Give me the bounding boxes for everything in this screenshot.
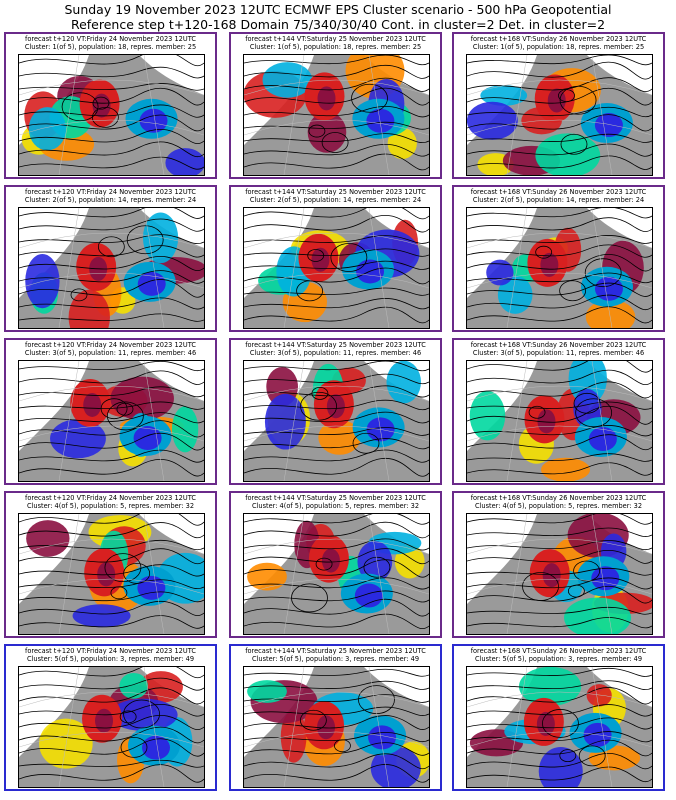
- geopotential-map: [467, 667, 652, 787]
- panel-cluster-info: Cluster: 3(of 5), population: 11, repres…: [24, 349, 197, 357]
- map-frame: [243, 666, 430, 788]
- panel-caption: forecast t+120 VT:Friday 24 November 202…: [6, 494, 215, 510]
- panel-caption: forecast t+168 VT:Sunday 26 November 202…: [454, 35, 663, 51]
- panel-cluster-info: Cluster: 2(of 5), population: 14, repres…: [249, 196, 422, 204]
- panel-forecast-time: forecast t+168 VT:Sunday 26 November 202…: [470, 647, 647, 655]
- panel-forecast-time: forecast t+168 VT:Sunday 26 November 202…: [470, 494, 647, 502]
- panel-caption: forecast t+144 VT:Saturday 25 November 2…: [231, 35, 440, 51]
- panel-caption: forecast t+144 VT:Saturday 25 November 2…: [231, 188, 440, 204]
- cluster-panel: forecast t+120 VT:Friday 24 November 202…: [4, 338, 217, 485]
- geopotential-map: [19, 361, 204, 481]
- panel-caption: forecast t+120 VT:Friday 24 November 202…: [6, 647, 215, 663]
- panel-forecast-time: forecast t+144 VT:Saturday 25 November 2…: [245, 647, 426, 655]
- map-frame: [18, 360, 205, 482]
- cluster-panel: forecast t+120 VT:Friday 24 November 202…: [4, 644, 217, 791]
- panel-cluster-info: Cluster: 4(of 5), population: 5, repres.…: [251, 502, 420, 510]
- map-frame: [466, 207, 653, 329]
- panel-forecast-time: forecast t+120 VT:Friday 24 November 202…: [25, 35, 196, 43]
- geopotential-map: [244, 361, 429, 481]
- panel-caption: forecast t+120 VT:Friday 24 November 202…: [6, 35, 215, 51]
- geopotential-map: [244, 667, 429, 787]
- geopotential-map: [19, 208, 204, 328]
- panel-forecast-time: forecast t+120 VT:Friday 24 November 202…: [25, 188, 196, 196]
- map-frame: [243, 54, 430, 176]
- cluster-panel: forecast t+144 VT:Saturday 25 November 2…: [229, 338, 442, 485]
- cluster-panel: forecast t+168 VT:Sunday 26 November 202…: [452, 185, 665, 332]
- cluster-panel: forecast t+144 VT:Saturday 25 November 2…: [229, 491, 442, 638]
- panel-forecast-time: forecast t+168 VT:Sunday 26 November 202…: [470, 341, 647, 349]
- title-line-1: Sunday 19 November 2023 12UTC ECMWF EPS …: [64, 2, 612, 17]
- panel-cluster-info: Cluster: 5(of 5), population: 3, repres.…: [26, 655, 195, 663]
- panel-cluster-info: Cluster: 5(of 5), population: 3, repres.…: [251, 655, 420, 663]
- panel-cluster-info: Cluster: 5(of 5), population: 3, repres.…: [474, 655, 643, 663]
- cluster-panel-grid: forecast t+120 VT:Friday 24 November 202…: [4, 32, 672, 798]
- panel-forecast-time: forecast t+168 VT:Sunday 26 November 202…: [470, 35, 647, 43]
- cluster-panel: forecast t+168 VT:Sunday 26 November 202…: [452, 338, 665, 485]
- geopotential-map: [467, 55, 652, 175]
- panel-forecast-time: forecast t+144 VT:Saturday 25 November 2…: [245, 341, 426, 349]
- panel-forecast-time: forecast t+120 VT:Friday 24 November 202…: [25, 647, 196, 655]
- geopotential-map: [244, 55, 429, 175]
- geopotential-map: [244, 208, 429, 328]
- panel-cluster-info: Cluster: 1(of 5), population: 18, repres…: [249, 43, 422, 51]
- map-frame: [18, 513, 205, 635]
- panel-caption: forecast t+168 VT:Sunday 26 November 202…: [454, 647, 663, 663]
- panel-cluster-info: Cluster: 4(of 5), population: 5, repres.…: [26, 502, 195, 510]
- map-frame: [243, 207, 430, 329]
- cluster-panel: forecast t+168 VT:Sunday 26 November 202…: [452, 32, 665, 179]
- panel-caption: forecast t+168 VT:Sunday 26 November 202…: [454, 494, 663, 510]
- geopotential-map: [19, 667, 204, 787]
- panel-forecast-time: forecast t+120 VT:Friday 24 November 202…: [25, 494, 196, 502]
- panel-caption: forecast t+120 VT:Friday 24 November 202…: [6, 188, 215, 204]
- panel-forecast-time: forecast t+144 VT:Saturday 25 November 2…: [245, 188, 426, 196]
- map-frame: [18, 666, 205, 788]
- panel-cluster-info: Cluster: 1(of 5), population: 18, repres…: [24, 43, 197, 51]
- panel-cluster-info: Cluster: 1(of 5), population: 18, repres…: [472, 43, 645, 51]
- geopotential-map: [467, 514, 652, 634]
- title-line-2: Reference step t+120-168 Domain 75/340/3…: [70, 17, 606, 32]
- map-frame: [243, 513, 430, 635]
- panel-caption: forecast t+120 VT:Friday 24 November 202…: [6, 341, 215, 357]
- panel-cluster-info: Cluster: 3(of 5), population: 11, repres…: [472, 349, 645, 357]
- geopotential-map: [467, 361, 652, 481]
- cluster-panel: forecast t+168 VT:Sunday 26 November 202…: [452, 644, 665, 791]
- map-frame: [466, 666, 653, 788]
- map-frame: [18, 207, 205, 329]
- chart-title: Sunday 19 November 2023 12UTC ECMWF EPS …: [0, 2, 676, 32]
- panel-forecast-time: forecast t+144 VT:Saturday 25 November 2…: [245, 35, 426, 43]
- cluster-panel: forecast t+168 VT:Sunday 26 November 202…: [452, 491, 665, 638]
- cluster-panel: forecast t+144 VT:Saturday 25 November 2…: [229, 644, 442, 791]
- cluster-panel: forecast t+144 VT:Saturday 25 November 2…: [229, 32, 442, 179]
- panel-cluster-info: Cluster: 2(of 5), population: 14, repres…: [24, 196, 197, 204]
- map-frame: [466, 54, 653, 176]
- cluster-panel: forecast t+120 VT:Friday 24 November 202…: [4, 185, 217, 332]
- map-frame: [466, 513, 653, 635]
- panel-forecast-time: forecast t+168 VT:Sunday 26 November 202…: [470, 188, 647, 196]
- panel-cluster-info: Cluster: 2(of 5), population: 14, repres…: [472, 196, 645, 204]
- panel-cluster-info: Cluster: 4(of 5), population: 5, repres.…: [474, 502, 643, 510]
- panel-cluster-info: Cluster: 3(of 5), population: 11, repres…: [249, 349, 422, 357]
- panel-caption: forecast t+144 VT:Saturday 25 November 2…: [231, 341, 440, 357]
- geopotential-map: [467, 208, 652, 328]
- panel-forecast-time: forecast t+120 VT:Friday 24 November 202…: [25, 341, 196, 349]
- panel-caption: forecast t+144 VT:Saturday 25 November 2…: [231, 647, 440, 663]
- panel-caption: forecast t+168 VT:Sunday 26 November 202…: [454, 341, 663, 357]
- cluster-panel: forecast t+144 VT:Saturday 25 November 2…: [229, 185, 442, 332]
- geopotential-map: [19, 514, 204, 634]
- panel-forecast-time: forecast t+144 VT:Saturday 25 November 2…: [245, 494, 426, 502]
- panel-caption: forecast t+144 VT:Saturday 25 November 2…: [231, 494, 440, 510]
- map-frame: [466, 360, 653, 482]
- map-frame: [18, 54, 205, 176]
- geopotential-map: [19, 55, 204, 175]
- panel-caption: forecast t+168 VT:Sunday 26 November 202…: [454, 188, 663, 204]
- cluster-panel: forecast t+120 VT:Friday 24 November 202…: [4, 32, 217, 179]
- geopotential-map: [244, 514, 429, 634]
- cluster-panel: forecast t+120 VT:Friday 24 November 202…: [4, 491, 217, 638]
- map-frame: [243, 360, 430, 482]
